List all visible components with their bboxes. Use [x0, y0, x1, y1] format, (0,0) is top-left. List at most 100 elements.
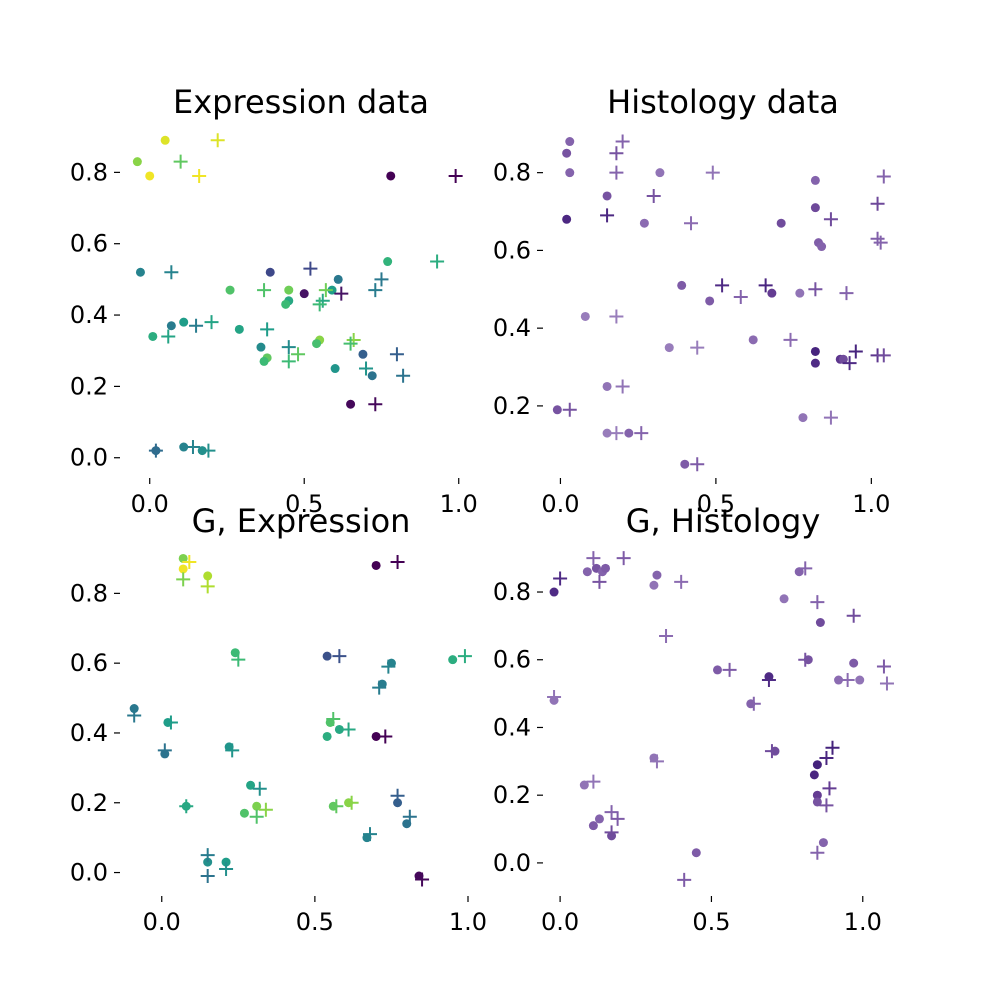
data-point-circle: [145, 171, 155, 181]
y-tick-label: 0.6: [493, 646, 531, 674]
data-point-plus: [210, 133, 225, 148]
data-point-plus: [457, 649, 472, 664]
data-point-circle: [179, 317, 189, 327]
data-point-plus: [733, 290, 748, 305]
y-tick-label: 0.2: [70, 372, 108, 400]
data-point-plus: [200, 869, 215, 884]
y-tick-label: 0.8: [70, 158, 108, 186]
data-point-circle: [838, 354, 848, 364]
data-point-plus: [783, 332, 798, 347]
data-point-circle: [166, 321, 176, 331]
data-point-plus: [430, 254, 445, 269]
data-point-circle: [677, 280, 687, 290]
data-point-plus: [586, 774, 601, 789]
data-point-circle: [812, 760, 822, 770]
data-point-plus: [873, 235, 888, 250]
data-point-circle: [448, 655, 458, 665]
data-point-circle: [371, 560, 381, 570]
data-point-circle: [652, 570, 662, 580]
data-point-plus: [646, 188, 661, 203]
data-point-plus: [610, 811, 625, 826]
data-point-plus: [157, 743, 172, 758]
data-point-plus: [448, 168, 463, 183]
x-tick-label: 1.0: [449, 908, 487, 936]
data-point-circle: [358, 349, 368, 359]
data-point-circle: [265, 267, 275, 277]
data-point-plus: [252, 781, 267, 796]
y-tick-label: 0.4: [70, 719, 108, 747]
data-point-circle: [281, 299, 291, 309]
x-tick-label: 0.5: [697, 490, 735, 518]
y-tick-label: 0.8: [70, 579, 108, 607]
data-point-circle: [817, 242, 827, 252]
data-point-plus: [823, 410, 838, 425]
data-point-plus: [649, 754, 664, 769]
data-point-circle: [810, 203, 820, 213]
data-point-plus: [291, 347, 306, 362]
x-tick-label: 0.0: [131, 490, 169, 518]
data-point-circle: [582, 567, 592, 577]
data-point-plus: [315, 293, 330, 308]
data-point-plus: [374, 272, 389, 287]
data-point-plus: [257, 283, 272, 298]
y-tick-label: 0.2: [493, 781, 531, 809]
data-point-plus: [798, 561, 813, 576]
data-point-circle: [178, 564, 188, 574]
data-point-circle: [565, 137, 575, 147]
data-point-circle: [549, 587, 559, 597]
data-point-plus: [346, 333, 361, 348]
data-point-circle: [562, 148, 572, 158]
data-point-circle: [602, 381, 612, 391]
y-tick-label: 0.6: [493, 236, 531, 264]
data-point-plus: [764, 744, 779, 759]
data-point-circle: [330, 364, 340, 374]
data-point-circle: [256, 342, 266, 352]
data-point-plus: [381, 659, 396, 674]
data-point-circle: [855, 675, 865, 685]
data-point-plus: [281, 354, 296, 369]
data-point-circle: [815, 617, 825, 627]
data-point-plus: [609, 309, 624, 324]
y-tick-label: 0.0: [493, 849, 531, 877]
data-point-plus: [810, 845, 825, 860]
data-point-circle: [135, 267, 145, 277]
data-point-circle: [252, 801, 262, 811]
data-point-plus: [372, 680, 387, 695]
data-point-plus: [876, 659, 891, 674]
data-point-circle: [795, 288, 805, 298]
data-point-plus: [600, 208, 615, 223]
y-tick-label: 0.2: [70, 789, 108, 817]
data-point-circle: [322, 651, 332, 661]
data-point-plus: [396, 368, 411, 383]
data-point-plus: [281, 340, 296, 355]
data-point-plus: [415, 872, 430, 887]
data-point-plus: [870, 196, 885, 211]
data-point-plus: [848, 344, 863, 359]
data-point-plus: [819, 798, 834, 813]
data-point-plus: [677, 872, 692, 887]
data-point-plus: [163, 715, 178, 730]
data-point-plus: [341, 722, 356, 737]
scatter-panel: G, Histology 0.0 0.5 1.0 0.0 0.2 0.4 0.6 0.8: [493, 502, 894, 936]
data-point-circle: [179, 442, 189, 452]
data-point-plus: [402, 809, 417, 824]
data-point-circle: [299, 289, 309, 299]
data-point-plus: [192, 168, 207, 183]
data-point-plus: [389, 347, 404, 362]
data-point-plus: [127, 708, 142, 723]
data-point-circle: [810, 175, 820, 185]
data-point-plus: [189, 318, 204, 333]
data-point-plus: [808, 282, 823, 297]
data-point-plus: [876, 169, 891, 184]
scatter-panel: Histology data 0.0 0.5 1.0 0.2 0.4 0.6 0.8: [493, 83, 891, 518]
data-point-plus: [219, 862, 234, 877]
data-point-plus: [674, 574, 689, 589]
x-tick-label: 0.0: [541, 908, 579, 936]
data-point-plus: [690, 457, 705, 472]
data-point-circle: [284, 285, 294, 295]
y-tick-label: 0.0: [70, 444, 108, 472]
data-point-circle: [767, 288, 777, 298]
data-point-plus: [332, 649, 347, 664]
y-tick-label: 0.6: [70, 230, 108, 258]
